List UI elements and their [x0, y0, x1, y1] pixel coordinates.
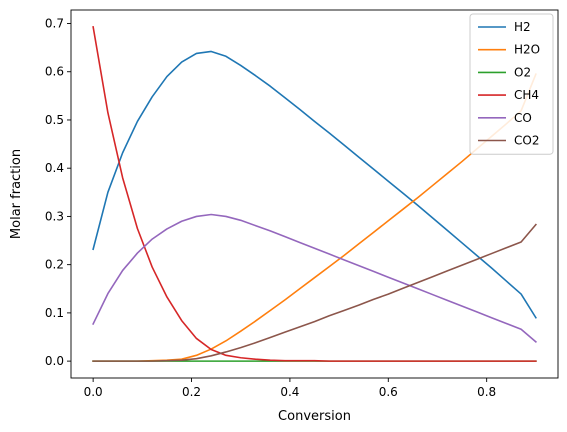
- series-line-co2: [92, 223, 537, 362]
- x-tick-label: 0.2: [182, 385, 201, 399]
- legend-label-ch4: CH4: [514, 88, 539, 102]
- y-tick-label: 0.2: [45, 258, 64, 272]
- x-tick-label: 0.6: [379, 385, 398, 399]
- y-tick-label: 0.6: [45, 65, 64, 79]
- legend-label-o2: O2: [514, 65, 531, 79]
- legend: H2 H2O O2 CH4 CO CO2: [469, 13, 554, 155]
- y-tick-label: 0.1: [45, 306, 64, 320]
- x-tick-label: 0.8: [477, 385, 496, 399]
- legend-label-h2: H2: [514, 20, 531, 34]
- x-tick-label: 0.0: [84, 385, 103, 399]
- x-tick-label: 0.4: [280, 385, 299, 399]
- plot-frame: [70, 9, 559, 379]
- y-axis-label: Molar fraction: [9, 149, 24, 239]
- series-line-h2: [92, 50, 537, 319]
- y-tick-label: 0.4: [45, 161, 64, 175]
- y-tick-label: 0.7: [45, 17, 64, 31]
- axes: 0.0 0.2 0.4 0.6 0.8 0.0 0.1 0.2 0.3 0.4 0.5 0.6 0.7: [45, 17, 496, 399]
- y-tick-label: 0.5: [45, 113, 64, 127]
- legend-label-h2o: H2O: [514, 43, 540, 57]
- legend-label-co: CO: [514, 111, 532, 125]
- legend-label-co2: CO2: [514, 134, 539, 148]
- series-line-ch4: [92, 25, 537, 362]
- y-tick-label: 0.0: [45, 354, 64, 368]
- series-line-co: [92, 213, 537, 343]
- legend-box: [469, 13, 554, 155]
- y-tick-label: 0.3: [45, 209, 64, 223]
- plot-area: [92, 25, 537, 362]
- x-axis-label: Conversion: [278, 409, 351, 424]
